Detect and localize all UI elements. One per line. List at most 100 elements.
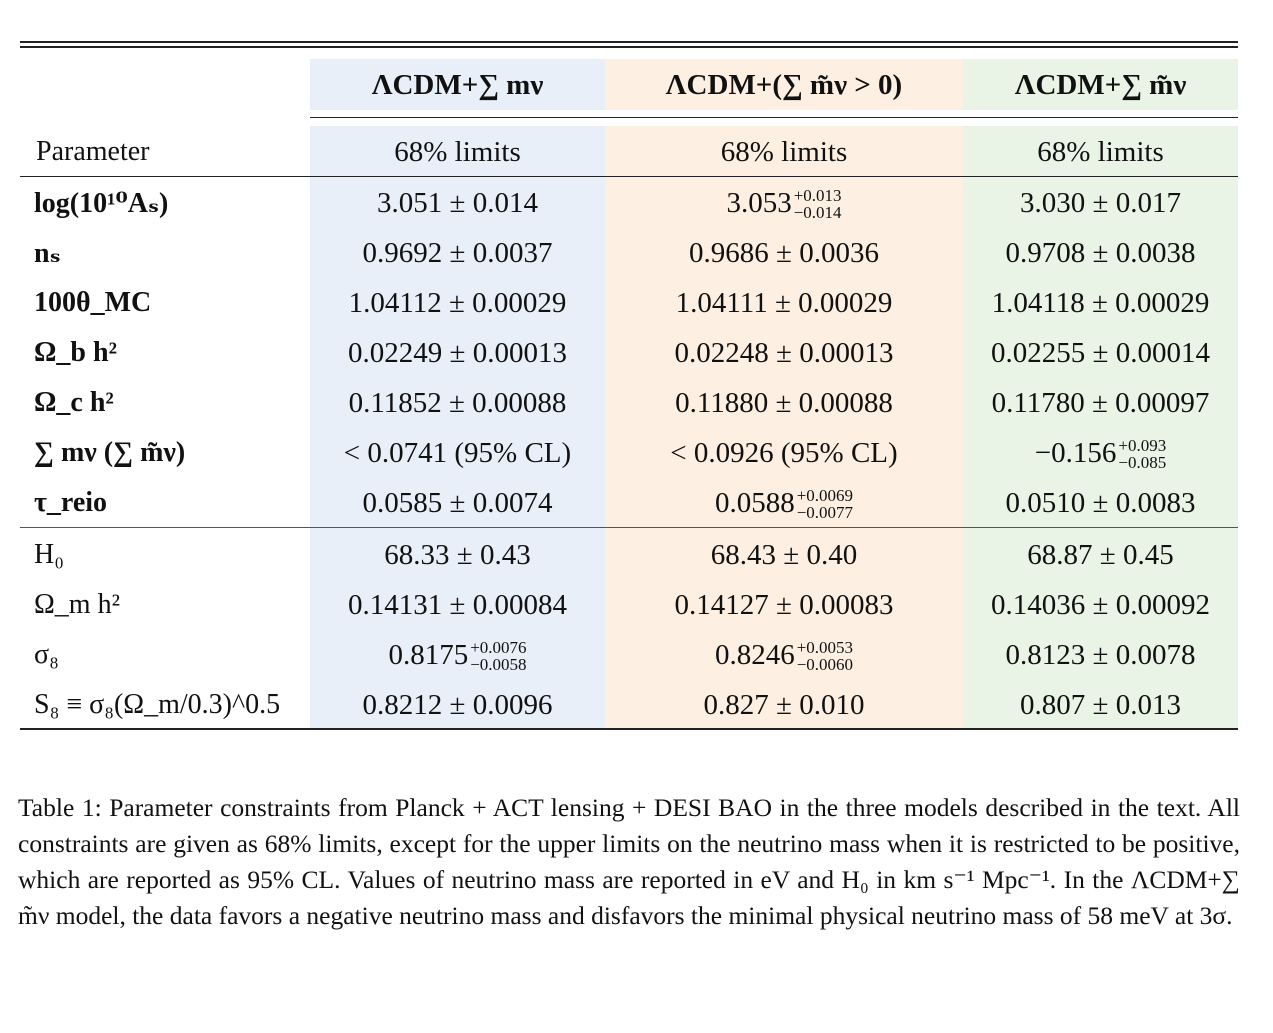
value-cell: 0.14127 ± 0.00083 <box>605 580 963 630</box>
param-label: 100θ_MC <box>34 287 152 318</box>
param-label: τ_reio <box>34 487 108 518</box>
param-label: H₀ <box>34 539 64 570</box>
error-lower: −0.085 <box>1118 453 1167 472</box>
derived-rule <box>20 527 1238 528</box>
value-cell: 68.33 ± 0.43 <box>310 530 605 580</box>
value-cell: 0.0588 +0.0069 −0.0077 <box>605 478 963 528</box>
model-header-2: ΛCDM+(∑ m̃ν > 0) <box>665 68 903 101</box>
asym-error: +0.0053 −0.0060 <box>797 639 853 673</box>
value-main: 0.0588 <box>714 486 795 519</box>
value-main: 0.11880 ± 0.00088 <box>675 386 893 419</box>
value-main: 0.11780 ± 0.00097 <box>991 386 1210 419</box>
table-caption: Table 1: Parameter constraints from Plan… <box>18 790 1240 934</box>
value-cell: 3.053 +0.013 −0.014 <box>605 178 963 228</box>
value-cell: 0.827 ± 0.010 <box>605 680 963 730</box>
value-main: 0.14036 ± 0.00092 <box>991 588 1210 621</box>
param-label: ∑ mν (∑ m̃ν) <box>34 437 186 468</box>
param-label: Ω_b h² <box>34 337 117 368</box>
value-cell: 68.43 ± 0.40 <box>605 530 963 580</box>
value-main: 0.02255 ± 0.00014 <box>991 336 1210 369</box>
param-label: nₛ <box>34 238 61 269</box>
value-main: 0.8246 <box>714 638 795 671</box>
column-bg-3 <box>963 59 1238 729</box>
value-main: 0.8123 ± 0.0078 <box>1005 638 1196 671</box>
column-bg-1 <box>310 59 605 729</box>
value-main: 3.053 <box>726 186 792 219</box>
error-upper: +0.0076 <box>470 638 527 657</box>
caption-text: Table 1: Parameter constraints from Plan… <box>18 793 1240 930</box>
limit-header-1: 68% limits <box>394 135 521 168</box>
value-cell: 0.02249 ± 0.00013 <box>310 328 605 378</box>
bottom-rule <box>20 728 1238 730</box>
value-cell: 1.04111 ± 0.00029 <box>605 278 963 328</box>
asym-error: +0.013 −0.014 <box>794 187 842 221</box>
value-main: 0.14127 ± 0.00083 <box>674 588 894 621</box>
value-cell: 0.9692 ± 0.0037 <box>310 228 605 278</box>
value-main: 0.14131 ± 0.00084 <box>348 588 567 621</box>
value-main: 0.9686 ± 0.0036 <box>689 236 879 269</box>
value-cell: < 0.0926 (95% CL) <box>605 428 963 478</box>
value-main: 0.9692 ± 0.0037 <box>362 236 553 269</box>
value-main: 0.02249 ± 0.00013 <box>348 336 567 369</box>
value-main: 0.8175 <box>388 638 469 671</box>
error-upper: +0.093 <box>1118 436 1167 455</box>
value-cell: < 0.0741 (95% CL) <box>310 428 605 478</box>
value-cell: 0.8175 +0.0076 −0.0058 <box>310 630 605 680</box>
error-upper: +0.013 <box>793 186 842 205</box>
limit-header-3: 68% limits <box>1037 135 1164 168</box>
param-label: Ω_m h² <box>34 589 120 620</box>
value-cell: 1.04112 ± 0.00029 <box>310 278 605 328</box>
error-upper: +0.0053 <box>796 638 854 657</box>
value-cell: 0.8212 ± 0.0096 <box>310 680 605 730</box>
value-cell: 0.8246 +0.0053 −0.0060 <box>605 630 963 680</box>
error-lower: −0.014 <box>793 203 842 222</box>
value-main: 0.02248 ± 0.00013 <box>674 336 894 369</box>
value-main: 0.807 ± 0.013 <box>1020 688 1181 721</box>
top-rule-2 <box>20 46 1238 48</box>
limit-header-2: 68% limits <box>720 135 848 168</box>
asym-error: +0.0076 −0.0058 <box>470 639 526 673</box>
value-main: 1.04112 ± 0.00029 <box>348 286 567 319</box>
value-cell: 0.0585 ± 0.0074 <box>310 478 605 528</box>
column-bg-2 <box>605 59 963 729</box>
value-main: 0.827 ± 0.010 <box>703 688 865 721</box>
value-cell: 1.04118 ± 0.00029 <box>963 278 1238 328</box>
parameter-header: Parameter <box>36 136 150 167</box>
value-main: 68.87 ± 0.45 <box>1027 538 1174 571</box>
value-cell: 3.051 ± 0.014 <box>310 178 605 228</box>
value-main: 68.33 ± 0.43 <box>384 538 531 571</box>
value-cell: 0.11852 ± 0.00088 <box>310 378 605 428</box>
error-upper: +0.0069 <box>796 486 854 505</box>
value-cell: 0.8123 ± 0.0078 <box>963 630 1238 680</box>
value-cell: 0.9686 ± 0.0036 <box>605 228 963 278</box>
param-label: σ₈ <box>34 639 59 670</box>
value-cell: 0.14131 ± 0.00084 <box>310 580 605 630</box>
value-main: < 0.0926 (95% CL) <box>670 436 898 469</box>
error-lower: −0.0077 <box>796 503 854 522</box>
value-main: 1.04118 ± 0.00029 <box>991 286 1210 319</box>
header-rule <box>20 176 1238 178</box>
asym-error: +0.0069 −0.0077 <box>797 487 853 521</box>
value-cell: 68.87 ± 0.45 <box>963 530 1238 580</box>
model-header-3: ΛCDM+∑ m̃ν <box>1014 68 1187 101</box>
header-cmidrule <box>310 117 1238 119</box>
value-cell: 0.11780 ± 0.00097 <box>963 378 1238 428</box>
model-header-1: ΛCDM+∑ mν <box>371 68 544 101</box>
param-label: S₈ ≡ σ₈(Ω_m/0.3)^0.5 <box>34 689 281 720</box>
value-main: 0.9708 ± 0.0038 <box>1005 236 1196 269</box>
top-rule-1 <box>20 41 1238 43</box>
value-cell: 0.14036 ± 0.00092 <box>963 580 1238 630</box>
value-cell: 0.9708 ± 0.0038 <box>963 228 1238 278</box>
param-label: log(10¹⁰Aₛ) <box>34 188 169 219</box>
value-main: −0.156 <box>1034 436 1117 469</box>
value-main: 0.8212 ± 0.0096 <box>362 688 553 721</box>
value-main: 0.0585 ± 0.0074 <box>362 486 553 519</box>
value-cell: 0.11880 ± 0.00088 <box>605 378 963 428</box>
value-main: 3.051 ± 0.014 <box>377 186 538 219</box>
value-cell: 3.030 ± 0.017 <box>963 178 1238 228</box>
value-main: 3.030 ± 0.017 <box>1020 186 1181 219</box>
param-label: Ω_c h² <box>34 387 114 418</box>
value-main: 0.0510 ± 0.0083 <box>1005 486 1196 519</box>
value-main: 0.11852 ± 0.00088 <box>348 386 567 419</box>
